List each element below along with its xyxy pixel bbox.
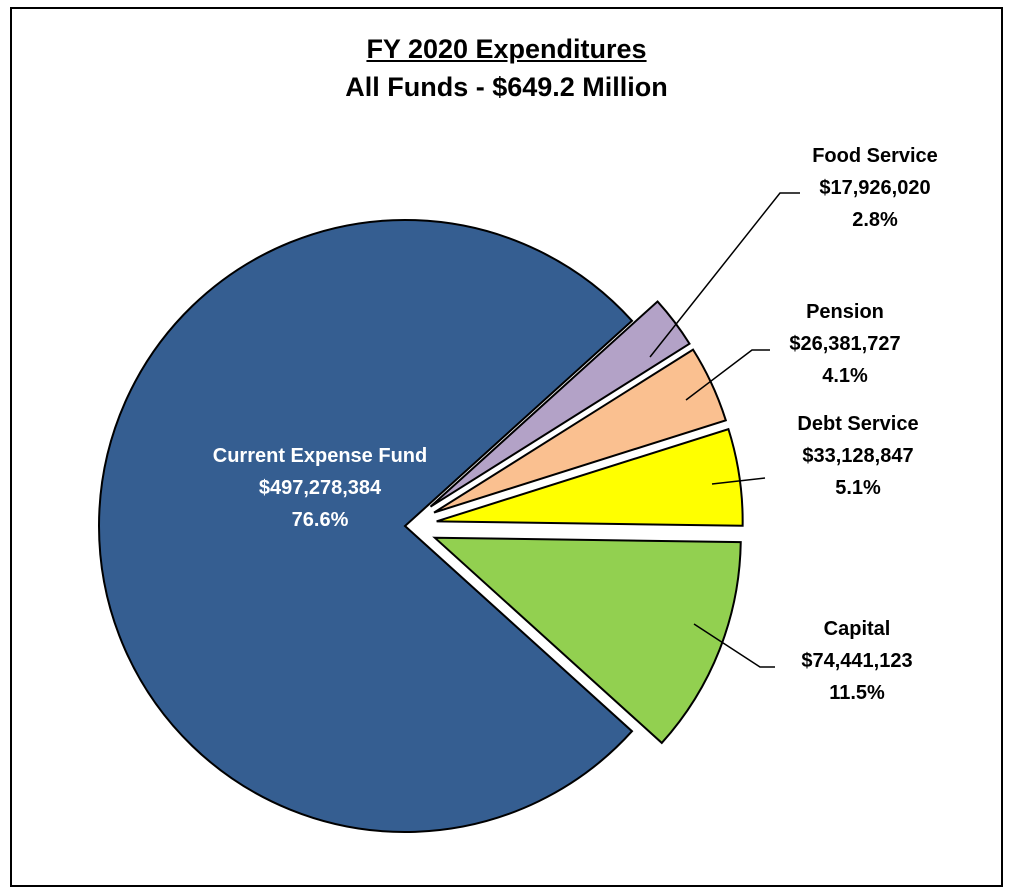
data-label-percent-current-expense-fund: 76.6% — [292, 509, 349, 531]
chart-title: FY 2020 Expenditures — [366, 34, 647, 64]
pie-slice-debt-service — [436, 427, 744, 527]
leader-line-debt-service — [711, 477, 766, 485]
leader-line-pension — [685, 349, 770, 401]
data-label-percent-food-service: 2.8% — [852, 209, 898, 231]
data-label-name-capital: Capital — [824, 618, 891, 640]
chart-subtitle: All Funds - $649.2 Million — [345, 72, 668, 102]
data-label-percent-pension: 4.1% — [822, 365, 868, 387]
data-label-name-current-expense-fund: Current Expense Fund — [213, 445, 427, 467]
pie-slice-current-expense-fund — [98, 219, 634, 833]
data-label-amount-capital: $74,441,123 — [801, 650, 912, 672]
data-label-name-pension: Pension — [806, 301, 884, 323]
data-label-amount-pension: $26,381,727 — [789, 333, 900, 355]
data-label-amount-debt-service: $33,128,847 — [802, 445, 913, 467]
pie-slice-capital — [432, 536, 742, 745]
data-label-percent-debt-service: 5.1% — [835, 477, 881, 499]
data-label-amount-current-expense-fund: $497,278,384 — [259, 477, 382, 499]
data-label-amount-food-service: $17,926,020 — [819, 177, 930, 199]
data-label-name-debt-service: Debt Service — [797, 413, 918, 435]
data-label-name-food-service: Food Service — [812, 145, 938, 167]
leader-line-capital — [693, 623, 775, 668]
chart-title-block: FY 2020 Expenditures All Funds - $649.2 … — [0, 30, 1013, 106]
leader-line-food-service — [649, 192, 800, 358]
pie-slice-pension — [433, 348, 728, 514]
data-label-percent-capital: 11.5% — [829, 682, 885, 704]
pie-slice-food-service — [429, 300, 691, 508]
